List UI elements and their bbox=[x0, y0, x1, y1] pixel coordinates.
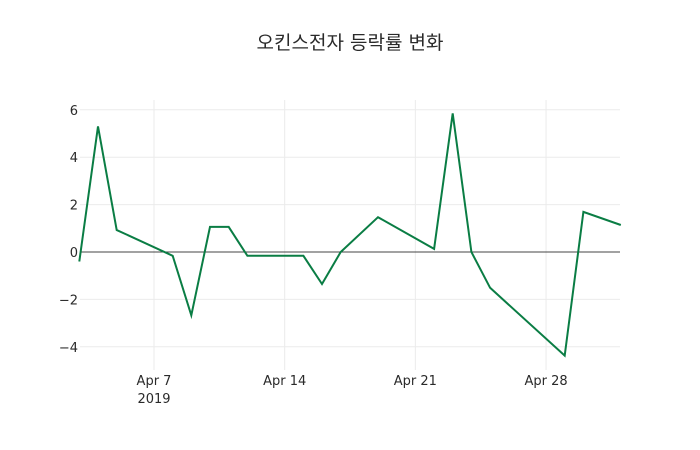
y-tick-label: −2 bbox=[59, 293, 78, 308]
x-tick-year-label: 2019 bbox=[137, 392, 170, 407]
x-tick-label: Apr 14 bbox=[263, 374, 306, 389]
data-series bbox=[78, 113, 622, 358]
x-tick-label: Apr 7 bbox=[137, 374, 172, 389]
x-axis: Apr 7 2019 Apr 14 Apr 21 Apr 28 bbox=[137, 374, 568, 407]
x-tick-label: Apr 21 bbox=[394, 374, 437, 389]
y-tick-label: 2 bbox=[70, 199, 78, 214]
series-line bbox=[78, 113, 622, 358]
y-tick-label: −4 bbox=[59, 341, 78, 356]
gridlines bbox=[80, 100, 620, 370]
y-axis: 6 4 2 0 −2 −4 bbox=[59, 104, 78, 356]
chart-title: 오킨스전자 등락률 변화 bbox=[256, 32, 444, 54]
y-tick-label: 4 bbox=[70, 151, 78, 166]
y-tick-label: 6 bbox=[70, 104, 78, 119]
y-tick-label: 0 bbox=[70, 246, 78, 261]
x-tick-label: Apr 28 bbox=[524, 374, 567, 389]
